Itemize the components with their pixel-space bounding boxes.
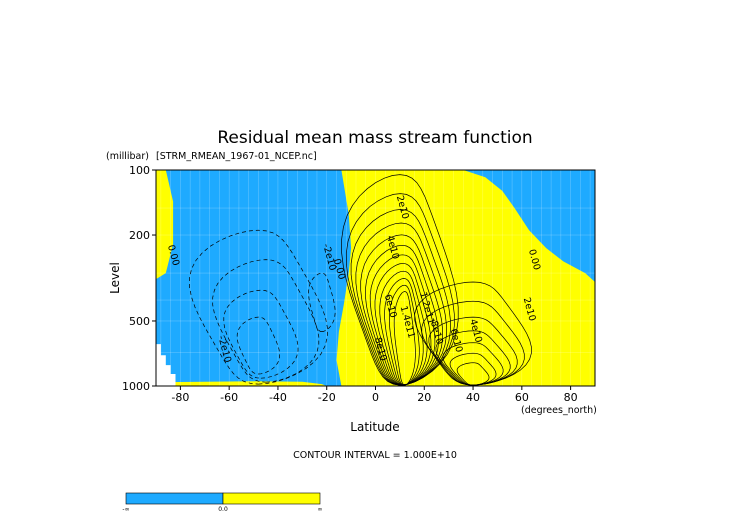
contour-positive xyxy=(341,174,459,386)
y-tick-label: 500 xyxy=(129,315,150,328)
colorbar-negative xyxy=(125,492,224,505)
contour-positive xyxy=(384,278,424,386)
contour-positive xyxy=(374,262,432,386)
chart-title: Residual mean mass stream function xyxy=(217,128,532,148)
dataset-subtitle: [STRM_RMEAN_1967-01_NCEP.nc] xyxy=(156,151,317,162)
y-axis-label: Level xyxy=(108,262,122,294)
y-tick-label: 200 xyxy=(129,229,150,242)
contour-positive-secondary xyxy=(442,342,504,386)
contour-positive-secondary xyxy=(435,330,511,386)
missing-data-patch xyxy=(156,344,176,386)
colorbar-label-max: ∞ xyxy=(318,506,323,513)
colorbar-label-min: -∞ xyxy=(122,506,129,513)
positive-region-south-pole xyxy=(156,170,174,280)
x-tick-label: 80 xyxy=(564,391,578,404)
contour-positive-secondary xyxy=(421,300,525,386)
contour-label: 0.00 xyxy=(165,244,181,267)
contour-positive-secondary xyxy=(428,316,518,386)
contour-positive xyxy=(345,193,455,386)
x-tick-label: 20 xyxy=(417,391,431,404)
colorbar-positive xyxy=(222,492,321,505)
y-axis: 100 200 500 1000 xyxy=(122,164,156,393)
positive-region-main xyxy=(336,170,595,386)
y-units-label: (millibar) xyxy=(106,151,149,162)
colorbar: -∞ 0.0 ∞ xyxy=(122,492,323,513)
contour-lines xyxy=(189,174,532,386)
missing-data-region xyxy=(156,344,176,386)
y-tick-label: 1000 xyxy=(122,380,150,393)
plot-area: 0.00 -2e100.00-2e102e104e106e108e101.4e11… xyxy=(155,169,596,387)
contour-positive xyxy=(365,244,440,386)
positive-region-surface-south xyxy=(156,381,327,386)
contour-positive-secondary xyxy=(414,281,532,386)
x-tick-label: 60 xyxy=(515,391,529,404)
x-axis: -80 -60 -40 -20 0 20 40 60 80 xyxy=(171,386,578,404)
x-tick-label: 0 xyxy=(372,391,379,404)
contour-positive xyxy=(369,254,436,386)
x-tick-label: 40 xyxy=(466,391,480,404)
contour-label: 0.00 xyxy=(526,248,542,271)
contour-positive xyxy=(360,234,443,386)
contour-positive xyxy=(379,270,428,386)
contour-interval-text: CONTOUR INTERVAL = 1.000E+10 xyxy=(293,450,457,461)
x-tick-label: -20 xyxy=(318,391,336,404)
contour-positive xyxy=(389,284,420,386)
x-tick-label: -60 xyxy=(220,391,238,404)
x-tick-label: -40 xyxy=(269,391,287,404)
contour-positive xyxy=(393,291,416,386)
contour-negative xyxy=(212,259,320,383)
y-tick-label: 100 xyxy=(129,164,150,177)
contour-label: 0.00 xyxy=(331,258,347,281)
x-tick-label: -80 xyxy=(171,391,189,404)
colorbar-label-zero: 0.0 xyxy=(218,506,228,513)
contour-positive xyxy=(350,209,451,386)
contour-negative xyxy=(223,289,299,379)
contour-negative xyxy=(236,316,280,375)
x-units-label: (degrees_north) xyxy=(521,405,597,416)
contour-positive-secondary xyxy=(456,362,490,386)
contour-negative xyxy=(308,272,336,332)
contour-positive-secondary xyxy=(449,352,497,386)
contour-positive xyxy=(355,222,447,386)
positive-region xyxy=(156,170,595,386)
x-axis-label: Latitude xyxy=(350,420,399,434)
contour-negative xyxy=(189,229,328,385)
